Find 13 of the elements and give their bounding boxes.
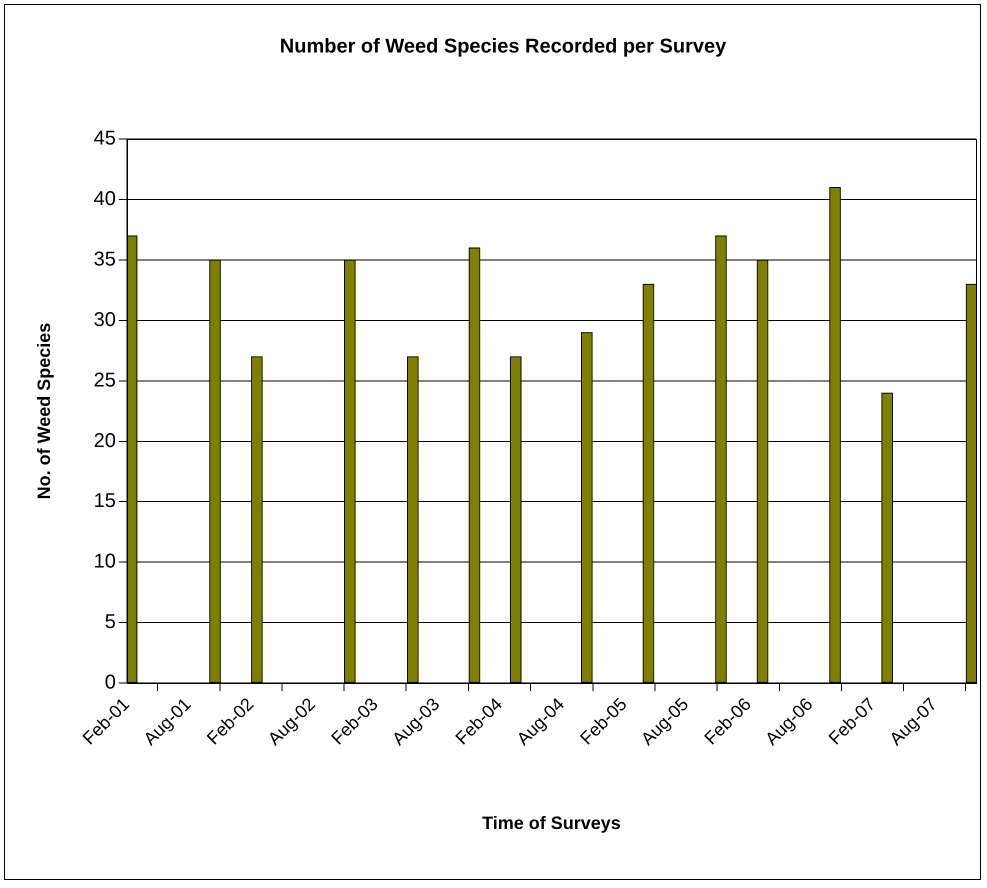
y-axis-title: No. of Weed Species xyxy=(34,322,54,500)
y-tick-label: 5 xyxy=(104,611,116,634)
x-axis-title: Time of Surveys xyxy=(482,813,621,834)
y-tick-label: 15 xyxy=(94,490,116,512)
chart-title: Number of Weed Species Recorded per Survey xyxy=(280,36,728,58)
y-tick-label: 35 xyxy=(94,248,116,270)
y-tick-label: 45 xyxy=(94,128,116,150)
y-tick-label: 0 xyxy=(104,672,116,694)
y-tick-label: 30 xyxy=(94,308,116,331)
y-tick-label: 10 xyxy=(94,550,116,573)
y-tick-label: 25 xyxy=(94,369,116,392)
y-tick-label: 20 xyxy=(94,430,116,452)
y-tick-label: 40 xyxy=(94,188,116,210)
